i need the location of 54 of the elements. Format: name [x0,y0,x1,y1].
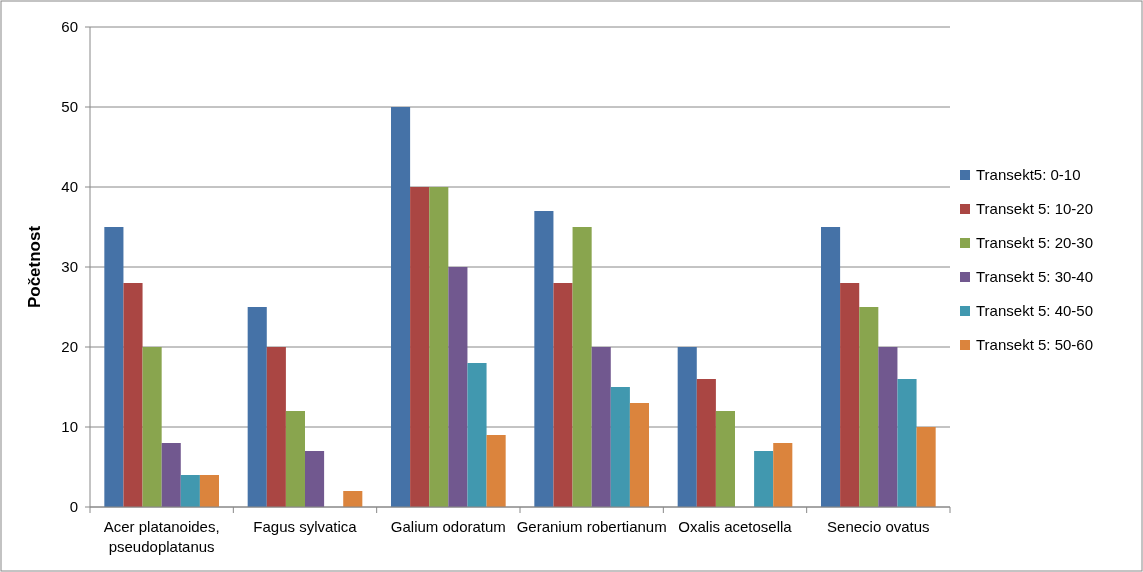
bar [629,403,649,507]
bar [161,443,181,507]
y-tick-label: 50 [61,98,78,116]
bar [840,283,860,507]
y-axis-title: Početnost [25,225,44,309]
x-tick-label: Oxalis acetosella [678,518,793,535]
bar [486,435,506,507]
bar [305,451,325,507]
y-tick-label: 60 [61,18,78,36]
bar [897,379,917,507]
y-tick-label: 0 [69,498,78,516]
bar [534,211,554,507]
legend-label: Transekt5: 0-10 [976,166,1081,184]
bar [467,363,487,507]
bar [247,307,267,507]
bar [123,283,143,507]
bar [285,411,305,507]
legend-label: Transekt 5: 50-60 [976,336,1094,354]
bar [677,347,697,507]
bar [448,267,468,507]
bar [821,227,841,507]
bar [696,379,716,507]
legend-label: Transekt 5: 30-40 [976,268,1094,286]
bar [142,347,162,507]
bar [104,227,124,507]
y-tick-label: 40 [61,178,78,196]
legend-label: Transekt 5: 20-30 [976,234,1094,252]
y-tick-label: 20 [61,338,78,356]
bar [429,187,449,507]
bar [199,475,219,507]
bar [343,491,363,507]
y-tick-label: 10 [61,418,78,436]
bar [391,107,411,507]
bar [859,307,879,507]
x-tick-label: Fagus sylvatica [253,518,358,535]
bar [553,283,573,507]
bar [878,347,898,507]
bar [715,411,735,507]
x-tick-label: Acer platanoides, pseudoplatanus [103,518,220,555]
bar [916,427,936,507]
bar [410,187,430,507]
bar [591,347,611,507]
bar [572,227,592,507]
bar [266,347,286,507]
x-tick-label: Senecio ovatus [827,518,930,535]
bar [754,451,774,507]
x-tick-label: Geranium robertianum [516,518,667,535]
legend-label: Transekt 5: 10-20 [976,200,1094,218]
bar [180,475,200,507]
legend-label: Transekt 5: 40-50 [976,302,1094,320]
bar [610,387,630,507]
x-tick-label: Galium odoratum [390,518,506,535]
y-tick-label: 30 [61,258,78,276]
bar [773,443,793,507]
